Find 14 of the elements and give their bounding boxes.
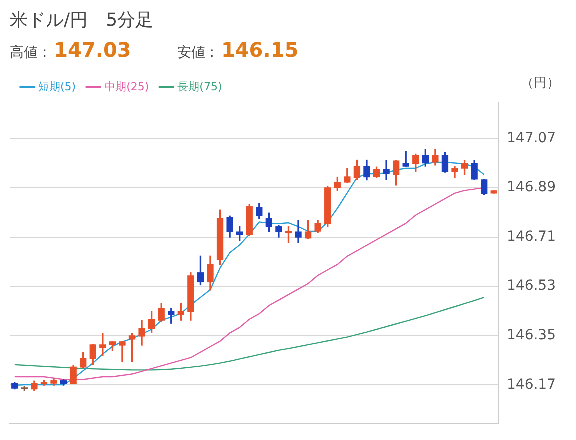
y-tick-label: 146.35 (507, 328, 556, 344)
text: 安値 : 146.15 (177, 38, 299, 62)
y-tick-label: 146.71 (507, 228, 556, 245)
legend-label: 中期(25) (104, 80, 150, 94)
y-axis-title: （円） (521, 75, 560, 92)
y-tick-label: 146.17 (507, 376, 556, 393)
candlestick (490, 190, 498, 194)
y-tick-label: 147.07 (507, 130, 556, 146)
text: 高値 : 147.03 (10, 38, 132, 62)
y-tick-label: 146.89 (507, 180, 556, 196)
chart-title: 米ドル/円 5分足 (10, 9, 155, 33)
legend-label: 短期(5) (38, 80, 76, 94)
y-tick-label: 146.53 (507, 278, 556, 294)
legend-label: 長期(75) (178, 80, 222, 94)
